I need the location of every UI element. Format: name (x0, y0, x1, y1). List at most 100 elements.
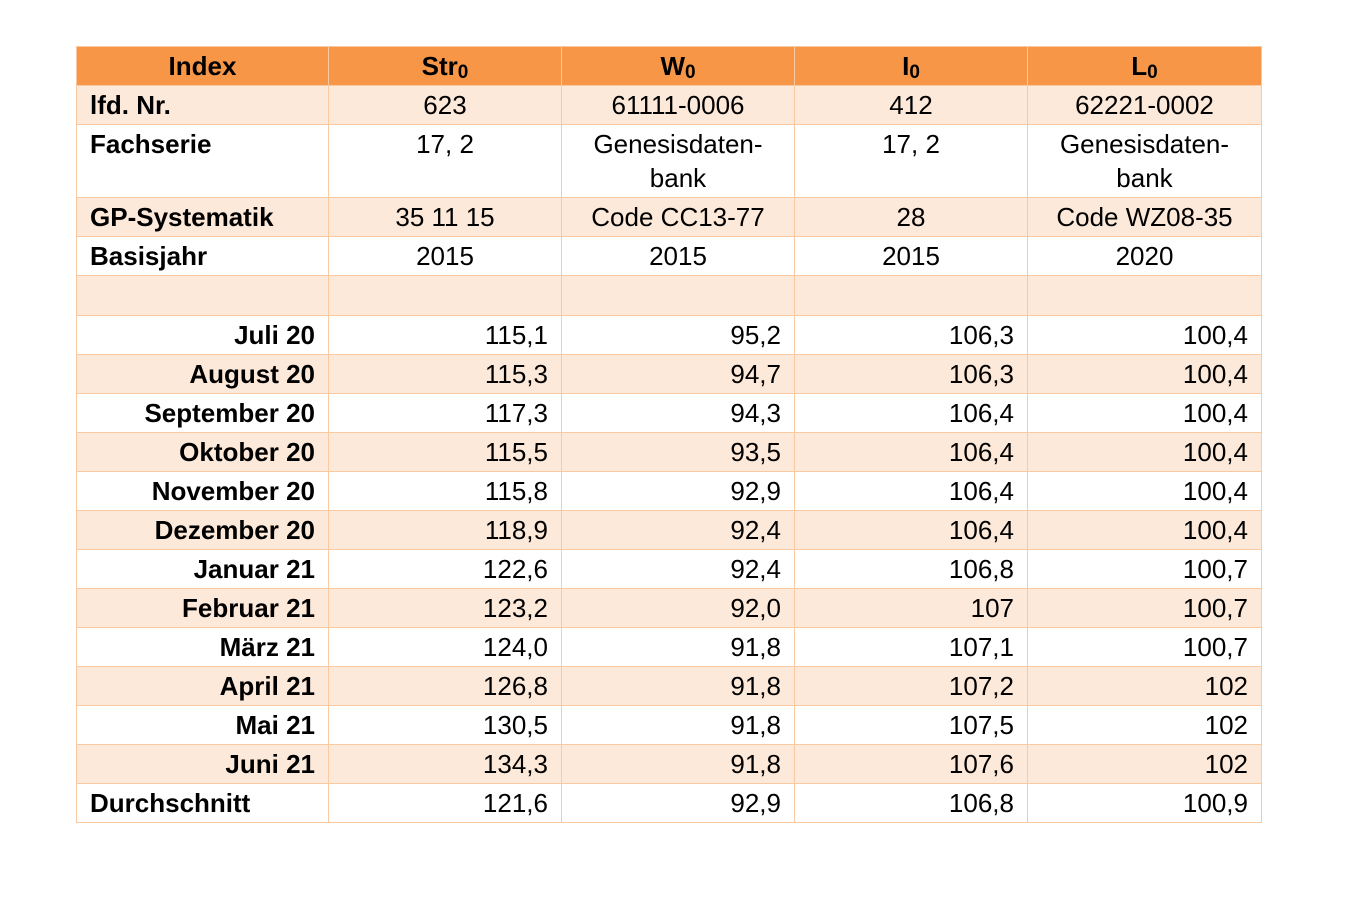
month-label: Februar 21 (76, 588, 329, 628)
spacer-row (76, 275, 1262, 316)
average-value: 92,9 (561, 783, 795, 823)
header-column-sub: 0 (909, 62, 920, 83)
table-body: lfd. Nr. 623 61111-0006 412 62221-0002 F… (76, 85, 1262, 316)
index-value: 100,4 (1027, 510, 1262, 550)
header-column-sub: 0 (1147, 62, 1158, 83)
index-value: 91,8 (561, 627, 795, 667)
empty-cell (561, 275, 795, 316)
table-row: Mai 21 130,5 91,8 107,5 102 (76, 705, 1262, 745)
table-row: November 20 115,8 92,9 106,4 100,4 (76, 471, 1262, 511)
index-value: 106,3 (794, 354, 1028, 394)
table-footer: Durchschnitt 121,6 92,9 106,8 100,9 (76, 783, 1262, 823)
index-value: 106,4 (794, 432, 1028, 472)
month-label: April 21 (76, 666, 329, 706)
meta-value: 62221-0002 (1027, 85, 1262, 125)
index-value: 91,8 (561, 705, 795, 745)
meta-label: Fachserie (76, 124, 329, 198)
meta-value: Genesisdaten-bank (1027, 124, 1262, 198)
index-value: 102 (1027, 705, 1262, 745)
meta-value: 2015 (561, 236, 795, 276)
meta-value: 2015 (794, 236, 1028, 276)
index-value: 107 (794, 588, 1028, 628)
average-value: 100,9 (1027, 783, 1262, 823)
index-value: 124,0 (328, 627, 562, 667)
table-row: September 20 117,3 94,3 106,4 100,4 (76, 393, 1262, 433)
meta-row-fachserie: Fachserie 17, 2 Genesisdaten-bank 17, 2 … (76, 124, 1262, 198)
table-row: Juli 20 115,1 95,2 106,3 100,4 (76, 315, 1262, 355)
month-label: November 20 (76, 471, 329, 511)
index-value: 100,4 (1027, 315, 1262, 355)
index-value: 115,8 (328, 471, 562, 511)
empty-cell (328, 275, 562, 316)
index-value: 107,1 (794, 627, 1028, 667)
meta-row-gp-systematik: GP-Systematik 35 11 15 Code CC13-77 28 C… (76, 197, 1262, 237)
index-value: 115,3 (328, 354, 562, 394)
header-column-base: I (902, 51, 910, 81)
index-value: 100,4 (1027, 471, 1262, 511)
header-column-base: Str (421, 51, 458, 81)
table-row: Januar 21 122,6 92,4 106,8 100,7 (76, 549, 1262, 589)
index-value: 92,9 (561, 471, 795, 511)
index-value: 92,4 (561, 510, 795, 550)
index-value: 106,3 (794, 315, 1028, 355)
header-column-str: Str0 (328, 46, 562, 86)
table-row: April 21 126,8 91,8 107,2 102 (76, 666, 1262, 706)
empty-cell (1027, 275, 1262, 316)
meta-label: Basisjahr (76, 236, 329, 276)
meta-row-lfd: lfd. Nr. 623 61111-0006 412 62221-0002 (76, 85, 1262, 125)
month-label: Juli 20 (76, 315, 329, 355)
index-value: 106,4 (794, 393, 1028, 433)
meta-value: Genesisdaten-bank (561, 124, 795, 198)
index-value: 134,3 (328, 744, 562, 784)
index-value: 123,2 (328, 588, 562, 628)
index-value: 115,1 (328, 315, 562, 355)
header-column-w: W0 (561, 46, 795, 86)
average-label: Durchschnitt (76, 783, 329, 823)
index-value: 94,3 (561, 393, 795, 433)
index-value: 100,4 (1027, 432, 1262, 472)
index-value: 93,5 (561, 432, 795, 472)
header-row: Index Str0 W0 I0 L0 (76, 46, 1262, 86)
month-label: Juni 21 (76, 744, 329, 784)
average-row: Durchschnitt 121,6 92,9 106,8 100,9 (76, 783, 1262, 823)
empty-cell (76, 275, 329, 316)
index-value: 91,8 (561, 666, 795, 706)
index-value: 94,7 (561, 354, 795, 394)
meta-label: GP-Systematik (76, 197, 329, 237)
index-value: 106,4 (794, 510, 1028, 550)
meta-value: 412 (794, 85, 1028, 125)
table-row: Juni 21 134,3 91,8 107,6 102 (76, 744, 1262, 784)
index-value: 102 (1027, 744, 1262, 784)
meta-value: 35 11 15 (328, 197, 562, 237)
month-label: August 20 (76, 354, 329, 394)
index-value: 118,9 (328, 510, 562, 550)
index-value: 100,7 (1027, 627, 1262, 667)
meta-value: 2015 (328, 236, 562, 276)
index-value: 100,4 (1027, 393, 1262, 433)
index-value: 115,5 (328, 432, 562, 472)
empty-cell (794, 275, 1028, 316)
header-column-l: L0 (1027, 46, 1262, 86)
table-row: Oktober 20 115,5 93,5 106,4 100,4 (76, 432, 1262, 472)
meta-value: 61111-0006 (561, 85, 795, 125)
monthly-rows: Juli 20 115,1 95,2 106,3 100,4 August 20 115,3… (76, 315, 1262, 784)
index-value: 102 (1027, 666, 1262, 706)
header-column-base: W (660, 51, 685, 81)
header-column-i: I0 (794, 46, 1028, 86)
meta-value: 2020 (1027, 236, 1262, 276)
header-column-sub: 0 (684, 62, 696, 83)
index-value: 107,2 (794, 666, 1028, 706)
meta-value: Code CC13-77 (561, 197, 795, 237)
month-label: Oktober 20 (76, 432, 329, 472)
index-value: 100,7 (1027, 549, 1262, 589)
index-value: 106,4 (794, 471, 1028, 511)
month-label: September 20 (76, 393, 329, 433)
index-value: 130,5 (328, 705, 562, 745)
table-row: Februar 21 123,2 92,0 107 100,7 (76, 588, 1262, 628)
table-row: August 20 115,3 94,7 106,3 100,4 (76, 354, 1262, 394)
index-value: 106,8 (794, 549, 1028, 589)
index-value: 107,6 (794, 744, 1028, 784)
meta-value: 28 (794, 197, 1028, 237)
month-label: März 21 (76, 627, 329, 667)
header-index-label: Index (76, 46, 329, 86)
